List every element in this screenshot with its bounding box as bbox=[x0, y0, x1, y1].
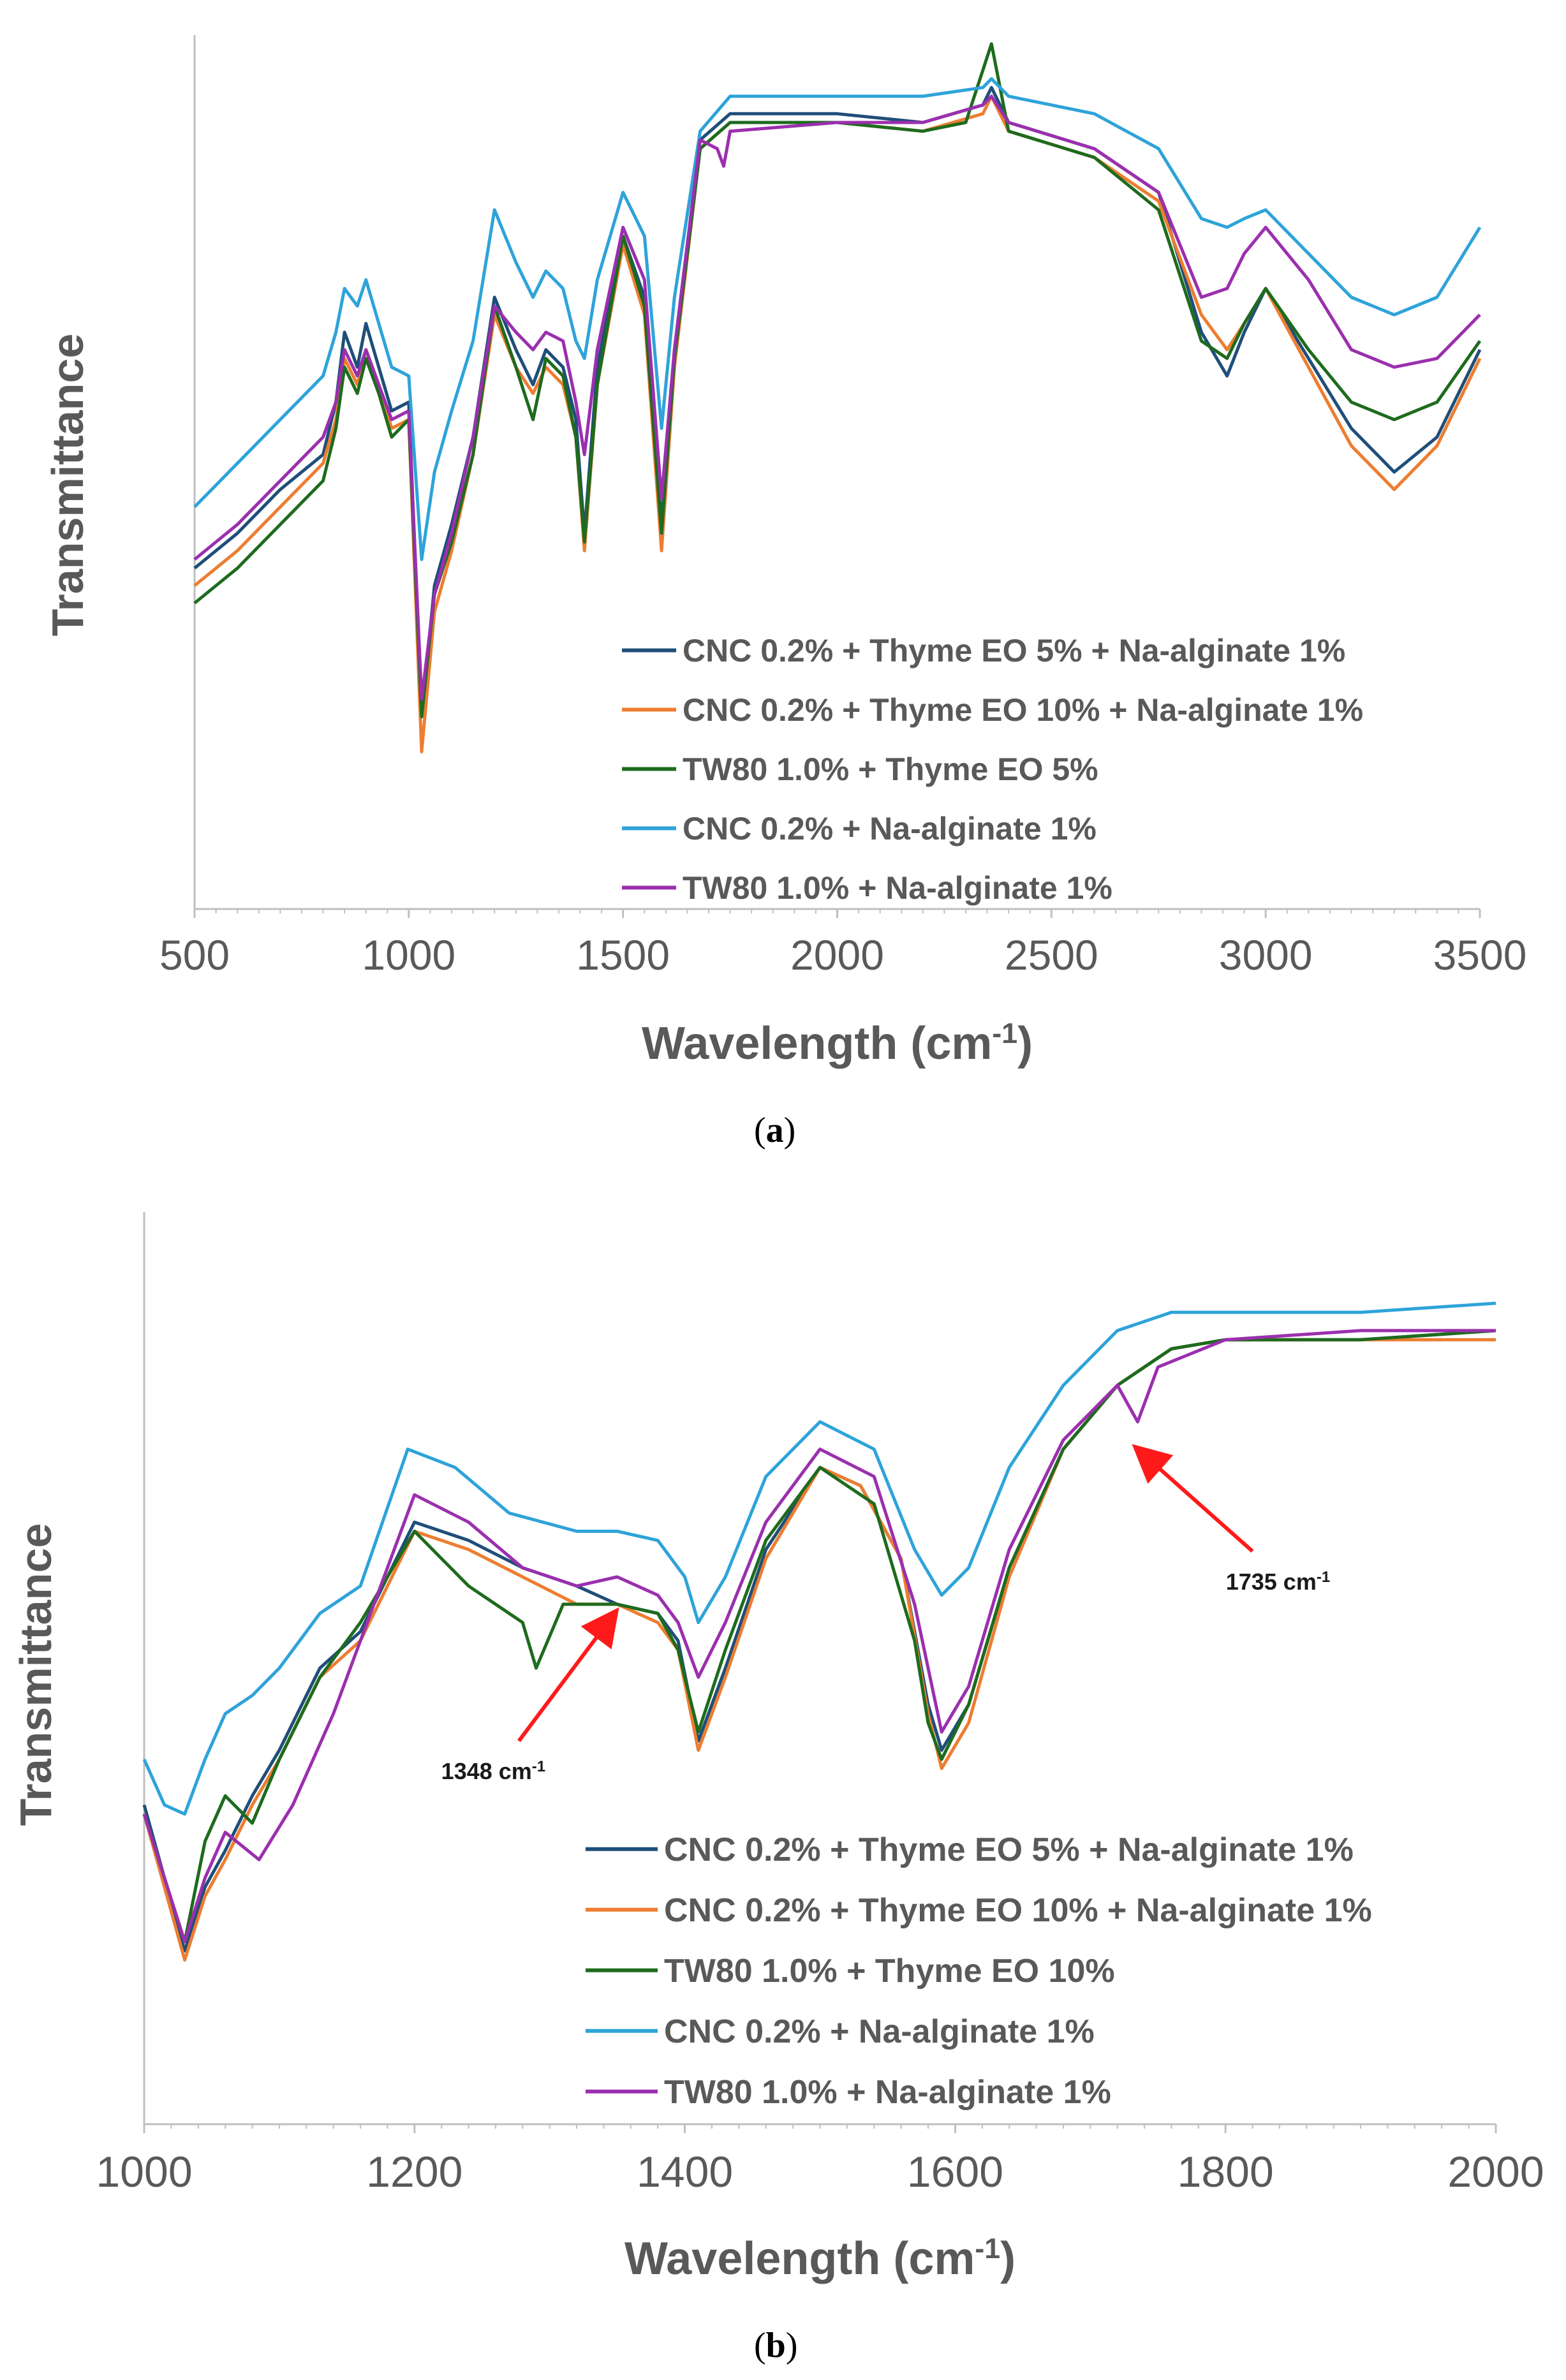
legend-label: CNC 0.2% + Na-alginate 1% bbox=[683, 811, 1097, 846]
x-tick-label: 1400 bbox=[637, 2148, 733, 2196]
series-line-5 bbox=[142, 1329, 1496, 1944]
y-axis-title: Transmittance bbox=[43, 334, 92, 637]
legend-label: CNC 0.2% + Na-alginate 1% bbox=[664, 2013, 1095, 2050]
x-axis-title: Wavelength (cm-1) bbox=[642, 1018, 1033, 1069]
x-tick-label: 1800 bbox=[1178, 2148, 1274, 2196]
legend-label: CNC 0.2% + Thyme EO 5% + Na-alginate 1% bbox=[664, 1831, 1354, 1868]
panel-label-a: (a) bbox=[754, 1111, 796, 1150]
legend-label: TW80 1.0% + Thyme EO 5% bbox=[683, 751, 1098, 787]
chart-panel-b: 1000 1200 1400 1600 1800 2000 Wavelength (cm-1… bbox=[11, 1212, 1544, 2284]
x-tick-label: 1200 bbox=[366, 2148, 462, 2196]
series-line-4 bbox=[193, 77, 1482, 561]
x-tick-label: 2000 bbox=[1447, 2148, 1544, 2196]
legend-label: TW80 1.0% + Thyme EO 10% bbox=[664, 1953, 1115, 1990]
annotation-label: 1348 cm-1 bbox=[441, 1758, 545, 1784]
chart-panel-a: 500 1000 1500 2000 2500 3000 3500 Wavelength (c… bbox=[43, 35, 1526, 1069]
series-line-5 bbox=[193, 94, 1481, 701]
x-tick-label: 1000 bbox=[362, 931, 455, 979]
legend-label: CNC 0.2% + Thyme EO 10% + Na-alginate 1% bbox=[664, 1892, 1372, 1929]
x-tick-label: 500 bbox=[159, 931, 230, 979]
x-tick-label: 2500 bbox=[1005, 931, 1098, 979]
annotation-arrow bbox=[1132, 1444, 1254, 1553]
panel-label-b: (b) bbox=[754, 2326, 798, 2365]
x-tick-label: 1500 bbox=[576, 931, 670, 979]
legend-label: TW80 1.0% + Na-alginate 1% bbox=[664, 2074, 1111, 2111]
series-line-3 bbox=[193, 42, 1482, 719]
series-line-3 bbox=[142, 1329, 1496, 1944]
series-line-4 bbox=[142, 1301, 1496, 1816]
legend-label: TW80 1.0% + Na-alginate 1% bbox=[683, 870, 1112, 906]
legend-label: CNC 0.2% + Thyme EO 5% + Na-alginate 1% bbox=[683, 633, 1345, 669]
x-tick-label: 3500 bbox=[1433, 931, 1527, 979]
y-axis-title: Transmittance bbox=[11, 1523, 61, 1826]
x-tick-label: 2000 bbox=[790, 931, 884, 979]
x-axis-title: Wavelength (cm-1) bbox=[624, 2233, 1016, 2284]
x-tick-label: 3000 bbox=[1219, 931, 1313, 979]
x-tick-label: 1600 bbox=[907, 2148, 1003, 2196]
annotation-label: 1735 cm-1 bbox=[1226, 1569, 1330, 1595]
annotation-arrow bbox=[517, 1607, 619, 1742]
series-line-1 bbox=[193, 85, 1482, 719]
x-tick-label: 1000 bbox=[96, 2148, 192, 2196]
legend-label: CNC 0.2% + Thyme EO 10% + Na-alginate 1% bbox=[683, 692, 1363, 728]
